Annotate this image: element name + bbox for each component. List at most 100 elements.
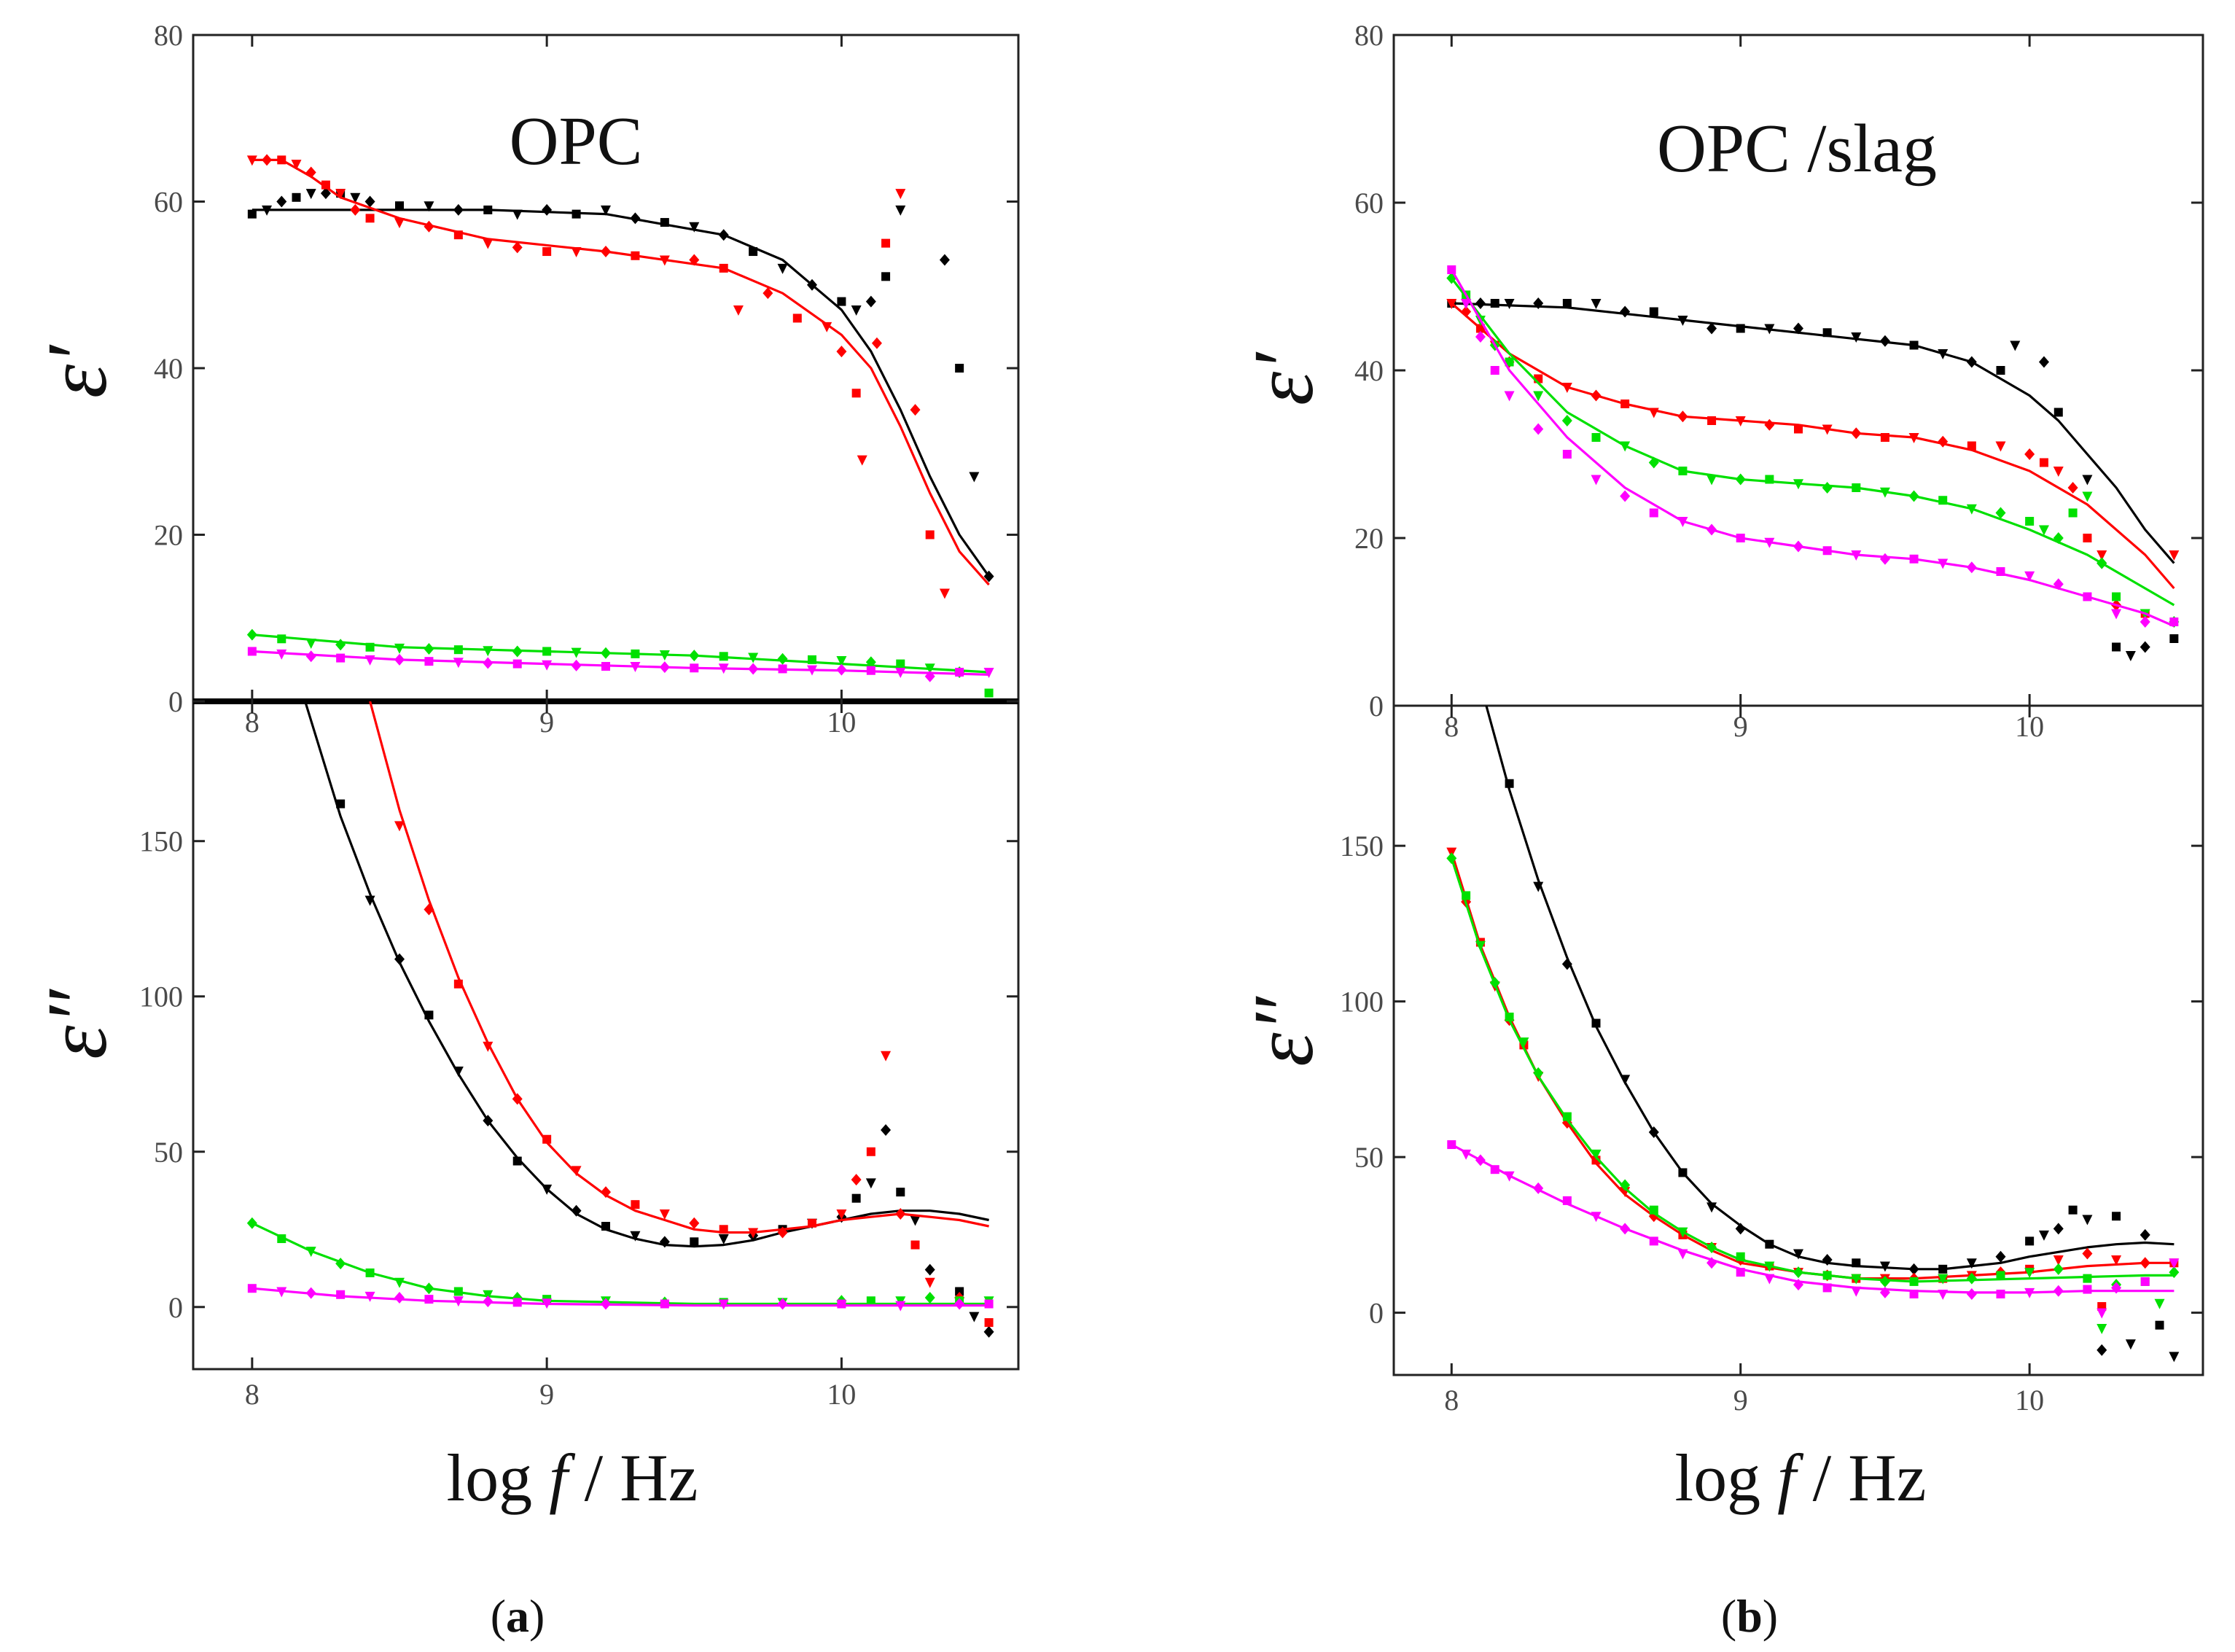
point-b-top-magenta-23 [2053, 578, 2064, 591]
point-a-bottom-green-2 [305, 1247, 316, 1258]
point-a-top-magenta-4 [364, 655, 375, 666]
point-a-bottom-black-22 [910, 1215, 921, 1226]
point-a-bottom-black-11 [659, 1236, 670, 1248]
point-a-top-green-7 [453, 645, 463, 655]
point-b-top-magenta-13 [1764, 537, 1775, 548]
point-b-bottom-green-11 [1677, 1227, 1688, 1238]
point-a-bottom-green-0 [246, 1217, 257, 1229]
point-b-bottom-magenta-28 [2169, 1258, 2180, 1269]
point-b-top-green-23 [2038, 525, 2049, 536]
point-a-bottom-black-24 [955, 1287, 964, 1296]
point-b-bottom-green-7 [1562, 1112, 1572, 1121]
point-a-top-magenta-16 [718, 663, 729, 674]
point-b-top-green-9 [1648, 456, 1659, 469]
point-a-bottom-black-8 [571, 1204, 582, 1217]
point-b-bottom-black-16 [1966, 1258, 1977, 1269]
point-a-bottom-magenta-13 [718, 1299, 729, 1310]
point-b-top-black-16 [1851, 332, 1862, 343]
point-b-bottom-black-4 [1620, 1075, 1631, 1086]
point-b-top-red-16 [1851, 427, 1862, 440]
fit-line-a-top-magenta [251, 650, 989, 676]
point-a-top-black-2 [276, 195, 287, 208]
panel-a-xlabel: log f / Hz [447, 1441, 698, 1515]
point-b-top-black-4 [1504, 299, 1515, 309]
point-b-bottom-green-9 [1620, 1179, 1631, 1191]
panel-b-xlabel-prefix: log [1675, 1441, 1778, 1515]
point-a-top-black-28 [895, 205, 906, 216]
point-b-top-red-24 [2053, 467, 2064, 477]
point-a-bottom-magenta-12 [660, 1299, 669, 1309]
point-a-bottom-magenta-16 [895, 1301, 906, 1312]
point-b-bottom-magenta-22 [2024, 1287, 2035, 1298]
point-a-top-green-17 [748, 652, 759, 663]
xtick-label-b-top-0: 8 [1444, 710, 1459, 743]
panel-a-caption-letter: a [506, 1590, 529, 1642]
point-a-top-red-13 [512, 241, 523, 254]
point-b-top-magenta-21 [1996, 567, 2005, 576]
point-a-top-red-27 [857, 455, 867, 466]
fit-line-a-bottom-green [251, 1222, 989, 1306]
point-b-bottom-black-9 [1765, 1239, 1774, 1249]
point-a-bottom-red-16 [851, 1174, 862, 1186]
xtick-label-a-top-0: 8 [245, 706, 260, 739]
point-b-bottom-black-24 [2112, 1212, 2121, 1221]
point-b-top-magenta-5 [1533, 423, 1544, 435]
point-b-bottom-black-26 [2140, 1228, 2150, 1241]
point-b-top-magenta-15 [1822, 546, 1832, 556]
fit-line-a-bottom-black [304, 701, 989, 1248]
point-b-bottom-green-23 [2024, 1268, 2035, 1279]
point-a-bottom-green-1 [277, 1234, 286, 1244]
point-b-bottom-green-24 [2053, 1263, 2064, 1275]
point-a-bottom-magenta-1 [276, 1287, 287, 1298]
point-a-bottom-red-9 [659, 1209, 670, 1220]
point-a-bottom-black-5 [483, 1115, 494, 1127]
ytick-label-a-top-3: 60 [154, 186, 183, 219]
point-b-top-red-30 [2169, 550, 2180, 561]
point-b-top-red-19 [1938, 435, 1949, 448]
point-a-top-black-3 [292, 192, 301, 202]
ytick-label-a-bottom-2: 100 [139, 981, 183, 1013]
point-b-top-red-23 [2039, 458, 2048, 467]
point-a-top-green-9 [512, 645, 523, 658]
fit-line-b-bottom-magenta [1451, 1143, 2174, 1294]
point-a-top-red-14 [542, 247, 552, 257]
point-b-top-black-27 [2112, 642, 2121, 652]
ytick-label-b-top-4: 80 [1354, 19, 1384, 52]
point-a-bottom-black-7 [542, 1184, 553, 1195]
point-a-top-red-26 [851, 389, 861, 398]
point-a-top-magenta-9 [512, 659, 522, 669]
point-b-top-green-20 [1966, 504, 1977, 515]
point-a-bottom-magenta-3 [336, 1290, 346, 1299]
point-a-bottom-green-3 [335, 1258, 346, 1270]
point-b-bottom-magenta-8 [1620, 1223, 1631, 1235]
ytick-label-b-bottom-2: 100 [1340, 986, 1384, 1018]
point-b-top-green-7 [1591, 433, 1601, 442]
fit-line-b-bottom-red [1450, 852, 2174, 1280]
point-b-bottom-black-5 [1648, 1126, 1659, 1138]
point-b-top-red-0 [1446, 299, 1457, 309]
point-a-bottom-black-2 [394, 953, 405, 965]
point-b-bottom-green-22 [1996, 1271, 2005, 1280]
point-a-top-magenta-23 [924, 670, 935, 682]
point-a-top-green-6 [424, 643, 434, 655]
fit-line-a-bottom-red [369, 701, 989, 1234]
point-a-top-magenta-24 [955, 668, 964, 677]
point-a-bottom-black-13 [718, 1234, 729, 1245]
point-b-top-black-9 [1649, 307, 1658, 316]
point-b-top-green-25 [2068, 508, 2078, 518]
point-a-bottom-magenta-6 [424, 1295, 434, 1304]
point-a-bottom-green-7 [453, 1287, 463, 1296]
point-a-bottom-red-23 [984, 1318, 994, 1328]
point-b-top-magenta-24 [2083, 592, 2092, 601]
point-b-bottom-green-25 [2083, 1274, 2092, 1283]
point-b-top-red-15 [1822, 424, 1833, 435]
point-b-top-red-22 [2024, 448, 2035, 460]
point-b-top-black-13 [1764, 324, 1775, 335]
point-a-top-green-4 [365, 642, 375, 652]
panel-a-caption: (a) [491, 1590, 545, 1642]
point-b-bottom-red-27 [2111, 1255, 2122, 1266]
point-a-bottom-black-23 [924, 1263, 935, 1276]
point-b-top-magenta-17 [1879, 553, 1890, 565]
point-a-top-black-18 [660, 218, 669, 227]
